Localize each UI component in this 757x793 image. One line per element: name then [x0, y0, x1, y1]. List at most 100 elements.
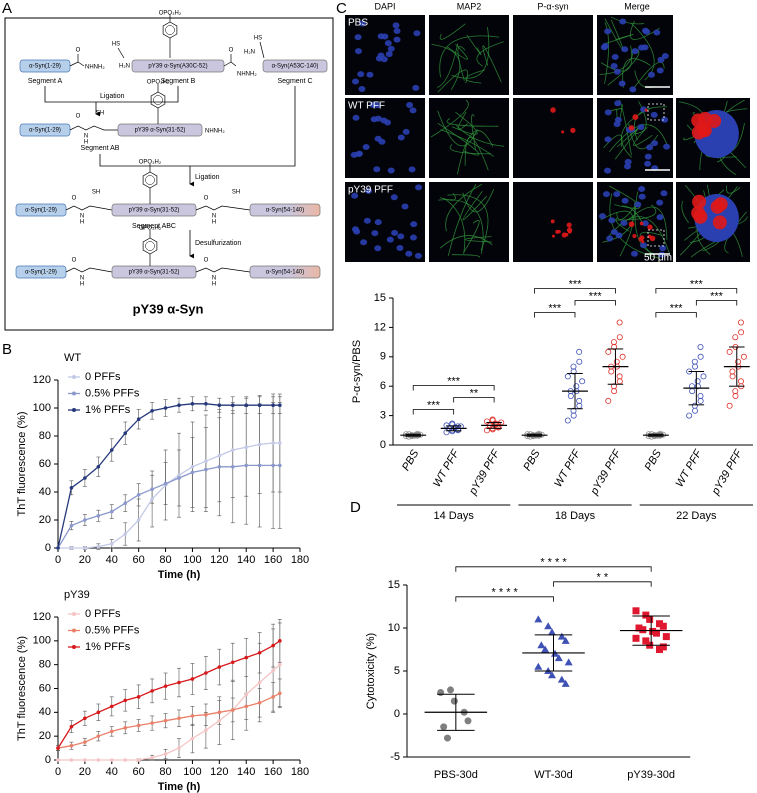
point [69, 758, 74, 762]
neurite [439, 35, 500, 78]
legend-swatch [72, 612, 76, 616]
significance-bracket [534, 288, 616, 294]
nucleus [385, 51, 393, 58]
point [109, 758, 114, 762]
micrographs: DAPI MAP2 P-α-syn Merge PBS WT PFF pY39 PFF 50 … [345, 1, 750, 264]
point [646, 615, 654, 623]
nucleus [638, 193, 646, 200]
point [257, 680, 262, 685]
nucleus [614, 116, 622, 123]
nucleus [657, 56, 665, 63]
point [570, 412, 577, 419]
aggregate [551, 234, 555, 238]
point [217, 403, 222, 408]
significance-bracket [455, 566, 652, 572]
y-tick-label: 60 [39, 682, 51, 694]
peptide-box [249, 203, 321, 217]
atom: SH [92, 190, 100, 196]
peptide-label: pY39 α-Syn(31-52) [129, 270, 180, 276]
point [109, 542, 114, 546]
point [271, 643, 275, 648]
step-label: Ligation [195, 174, 220, 181]
y-tick-label: 40 [39, 706, 51, 718]
atom: N [212, 276, 216, 282]
point [570, 363, 577, 370]
atom: HS [254, 36, 262, 42]
aggregate [564, 232, 569, 237]
aggregate [713, 197, 728, 212]
nucleus [651, 140, 659, 147]
point [177, 473, 181, 478]
channel-header: P-α-syn [537, 1, 568, 11]
y-tick-label: 5 [394, 665, 400, 677]
point [573, 383, 580, 390]
nucleus [390, 194, 398, 201]
point [495, 421, 502, 428]
chart-title: pY39 [64, 589, 90, 601]
point [635, 624, 643, 632]
point [537, 641, 546, 649]
point [557, 632, 566, 640]
point [639, 626, 647, 634]
point [217, 710, 222, 715]
aggregate [691, 113, 706, 128]
nucleus [371, 230, 379, 237]
significance-label: * * * * [492, 587, 519, 599]
nucleus [653, 29, 661, 36]
neurite [726, 185, 741, 194]
nucleus [659, 245, 667, 252]
neurite [622, 58, 651, 88]
point [732, 388, 739, 395]
point [96, 734, 101, 738]
nucleus [644, 160, 652, 167]
aggregate [712, 215, 727, 230]
benzene-ring [145, 175, 155, 185]
significance-bracket [412, 385, 495, 391]
nucleus [397, 233, 405, 240]
point [96, 758, 101, 762]
point [190, 402, 195, 406]
point [437, 689, 445, 696]
group-label: 18 Days [555, 510, 596, 522]
point [738, 329, 745, 336]
x-tick-label: 180 [291, 766, 309, 778]
point [697, 353, 704, 360]
point [278, 441, 282, 445]
point [576, 358, 583, 365]
atom: O [76, 48, 81, 54]
point [446, 686, 454, 694]
point [694, 378, 701, 385]
neurite [456, 125, 505, 147]
point [244, 704, 249, 709]
point [737, 378, 744, 385]
legend-label: 0 PFFs [85, 608, 121, 620]
x-tick-label: 160 [264, 766, 282, 778]
point [544, 622, 553, 630]
nucleus [646, 144, 654, 151]
nucleus [623, 163, 631, 170]
nucleus [608, 217, 616, 224]
x-tick-label: 140 [237, 554, 255, 566]
nucleus [604, 109, 612, 116]
point [69, 724, 74, 729]
legend-swatch [72, 391, 76, 396]
nucleus [363, 217, 371, 224]
point [69, 743, 74, 748]
nucleus [409, 234, 417, 241]
nucleus [393, 36, 401, 43]
point [230, 708, 235, 712]
nucleus [648, 71, 656, 78]
nucleus [406, 102, 414, 109]
y-axis-label: ThT fluorescence (%) [16, 412, 28, 517]
point [163, 406, 168, 410]
group-label: 14 Days [433, 510, 474, 522]
nucleus [352, 114, 360, 121]
connector [99, 86, 296, 167]
nucleus [387, 167, 395, 174]
nucleus [613, 68, 621, 75]
neurite [633, 126, 653, 146]
atom: O [72, 196, 77, 202]
nucleus [387, 45, 395, 52]
neurite [600, 45, 633, 72]
